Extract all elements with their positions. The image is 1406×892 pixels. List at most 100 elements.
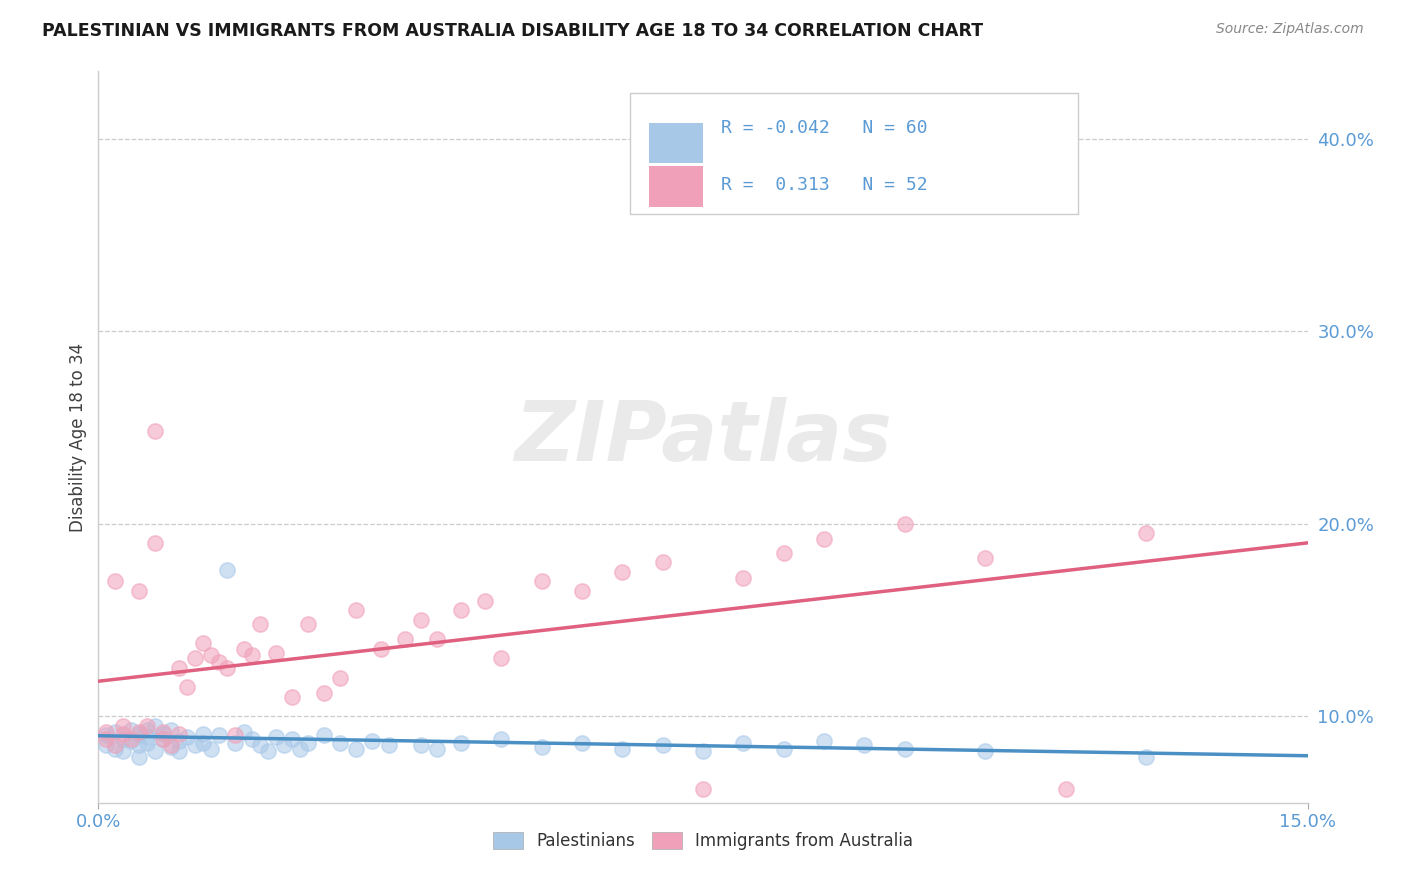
Point: [612, 565, 634, 579]
Point: [128, 726, 150, 740]
Point: [111, 744, 134, 758]
Point: [450, 603, 472, 617]
Point: [273, 738, 295, 752]
Point: [96, 732, 118, 747]
Point: [103, 574, 125, 589]
Point: [111, 726, 134, 740]
Point: [1054, 782, 1077, 797]
Point: [128, 724, 150, 739]
Text: R = -0.042   N = 60: R = -0.042 N = 60: [721, 120, 928, 137]
Point: [344, 742, 367, 756]
Point: [103, 742, 125, 756]
Point: [200, 648, 222, 662]
Point: [120, 732, 142, 747]
Point: [176, 681, 198, 695]
Point: [1135, 526, 1157, 541]
Point: [143, 425, 166, 439]
Point: [409, 738, 432, 752]
Point: [571, 584, 593, 599]
Point: [217, 563, 239, 577]
Point: [128, 584, 150, 599]
Point: [409, 613, 432, 627]
Point: [813, 734, 835, 748]
Point: [167, 661, 190, 675]
Point: [426, 742, 449, 756]
Legend: Palestinians, Immigrants from Australia: Palestinians, Immigrants from Australia: [486, 825, 920, 856]
Point: [249, 738, 271, 752]
Point: [152, 732, 174, 747]
Point: [96, 738, 118, 752]
Point: [281, 732, 304, 747]
Point: [651, 555, 673, 569]
Point: [264, 646, 287, 660]
Point: [491, 732, 513, 747]
Bar: [648, 167, 703, 207]
Point: [426, 632, 449, 647]
Y-axis label: Disability Age 18 to 34: Disability Age 18 to 34: [69, 343, 87, 532]
Point: [530, 574, 553, 589]
Point: [208, 655, 231, 669]
Point: [370, 641, 392, 656]
Point: [1135, 749, 1157, 764]
Point: [474, 593, 496, 607]
Point: [377, 738, 399, 752]
Point: [200, 742, 222, 756]
Point: [152, 724, 174, 739]
Point: [733, 736, 755, 750]
Point: [893, 516, 915, 531]
Point: [530, 739, 553, 754]
Point: [193, 736, 215, 750]
Point: [143, 719, 166, 733]
Point: [128, 749, 150, 764]
Point: [733, 571, 755, 585]
Point: [974, 551, 997, 566]
Point: [167, 744, 190, 758]
Point: [143, 536, 166, 550]
Point: [249, 616, 271, 631]
Text: Source: ZipAtlas.com: Source: ZipAtlas.com: [1216, 22, 1364, 37]
Point: [692, 744, 714, 758]
Point: [176, 731, 198, 745]
Point: [135, 723, 157, 737]
Point: [297, 736, 319, 750]
Point: [160, 738, 183, 752]
Point: [111, 719, 134, 733]
Bar: [648, 122, 703, 163]
Point: [152, 732, 174, 747]
Point: [143, 744, 166, 758]
Point: [361, 734, 384, 748]
Point: [224, 728, 246, 742]
Point: [96, 728, 118, 742]
Point: [160, 739, 183, 754]
Point: [193, 636, 215, 650]
Point: [893, 742, 915, 756]
Point: [103, 738, 125, 752]
Point: [612, 742, 634, 756]
Point: [772, 545, 794, 559]
Point: [651, 738, 673, 752]
Point: [853, 738, 876, 752]
Point: [491, 651, 513, 665]
Point: [329, 736, 352, 750]
Point: [111, 732, 134, 747]
Point: [128, 738, 150, 752]
Point: [297, 616, 319, 631]
Point: [329, 671, 352, 685]
Point: [120, 734, 142, 748]
Point: [772, 742, 794, 756]
Point: [314, 686, 336, 700]
Point: [264, 731, 287, 745]
Point: [232, 724, 254, 739]
Point: [167, 726, 190, 740]
Point: [160, 723, 183, 737]
Point: [135, 736, 157, 750]
Point: [450, 736, 472, 750]
Point: [813, 532, 835, 546]
Point: [135, 719, 157, 733]
Point: [184, 651, 207, 665]
Point: [96, 724, 118, 739]
Point: [394, 632, 416, 647]
Point: [571, 736, 593, 750]
Point: [240, 732, 263, 747]
Point: [344, 603, 367, 617]
